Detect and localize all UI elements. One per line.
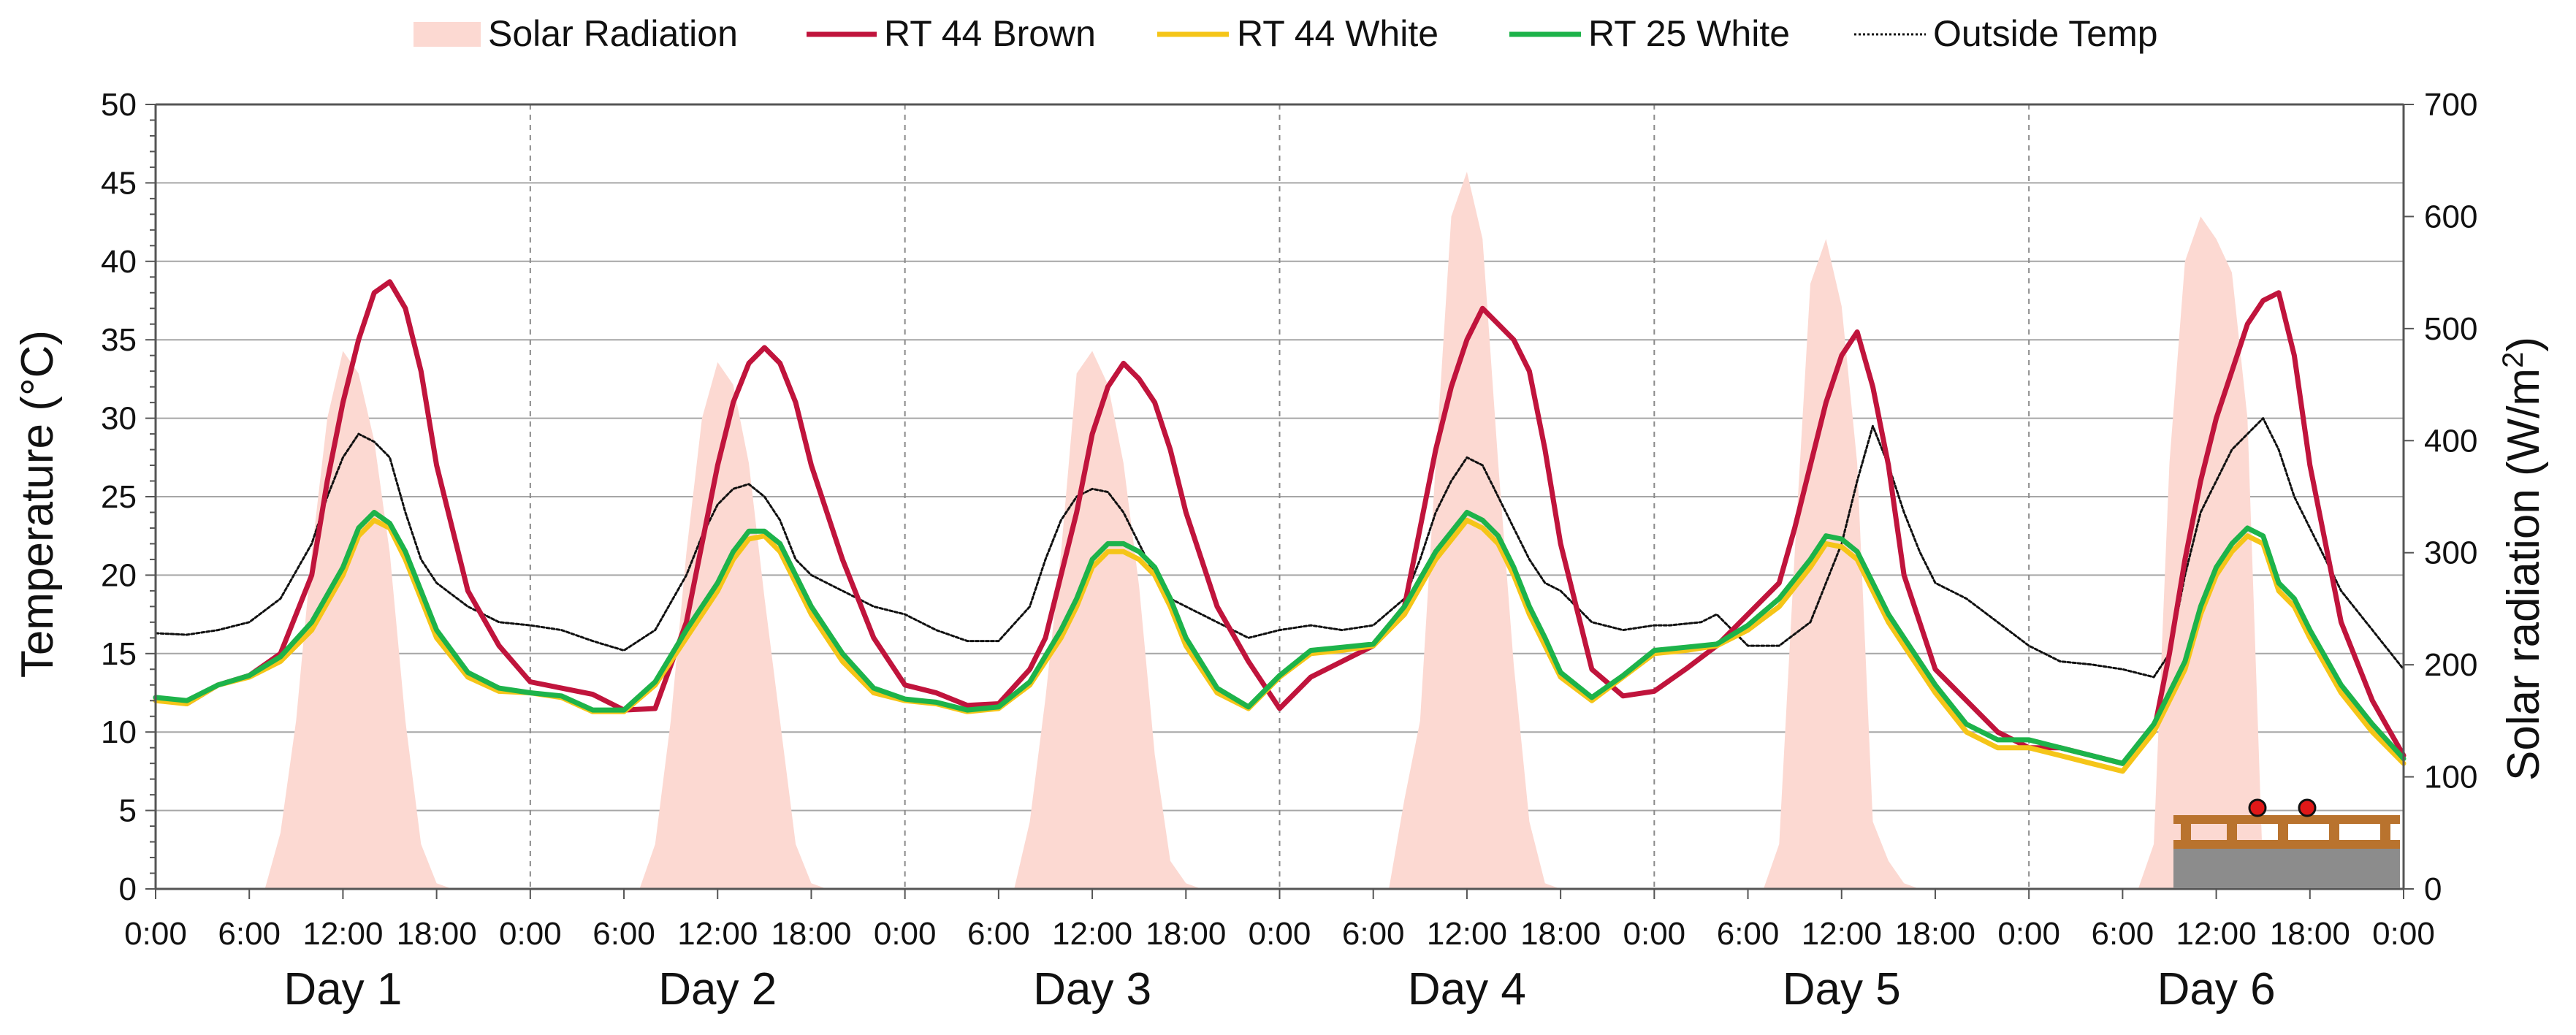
y2-tick-labels: 0 100 200 300 400 500 600 700 bbox=[2424, 87, 2477, 907]
roof-rail-lower bbox=[2173, 840, 2400, 849]
y-tick-label-5: 25 bbox=[101, 479, 137, 515]
x-tick-label-24: 0:00 bbox=[2372, 916, 2435, 952]
y-tick-label-8: 40 bbox=[101, 244, 137, 280]
x-tick-label-10: 12:00 bbox=[1052, 916, 1132, 952]
x-tick-label-15: 18:00 bbox=[1520, 916, 1601, 952]
y-tick-label-0: 0 bbox=[119, 871, 137, 907]
roof-post-1 bbox=[2181, 824, 2191, 840]
roof-deck-icon bbox=[2173, 798, 2400, 888]
day-label-2: Day 2 bbox=[658, 964, 777, 1015]
day-label-5: Day 5 bbox=[1783, 964, 1901, 1015]
legend-swatch-solar-radiation bbox=[414, 22, 481, 47]
y2-tick-label-3: 300 bbox=[2424, 535, 2477, 571]
roof-post-2 bbox=[2227, 824, 2237, 840]
day-label-1: Day 1 bbox=[283, 964, 402, 1015]
sensor-dot-1 bbox=[2248, 798, 2267, 817]
y-tick-label-3: 15 bbox=[101, 636, 137, 672]
x-tick-label-14: 12:00 bbox=[1427, 916, 1507, 952]
x-tick-label-8: 0:00 bbox=[874, 916, 937, 952]
x-tick-label-18: 12:00 bbox=[1802, 916, 1882, 952]
y-tick-label-10: 50 bbox=[101, 87, 137, 123]
y-tick-labels: 0 5 10 15 20 25 30 35 40 45 50 bbox=[101, 87, 137, 907]
y-tick-label-2: 10 bbox=[101, 714, 137, 750]
day-label-3: Day 3 bbox=[1033, 964, 1151, 1015]
y2-tick-label-5: 500 bbox=[2424, 311, 2477, 347]
x-tick-label-6: 12:00 bbox=[677, 916, 758, 952]
series-lines bbox=[153, 279, 2407, 774]
x-tick-label-4: 0:00 bbox=[499, 916, 562, 952]
series-outside-temp bbox=[154, 417, 2405, 679]
roof-rail-upper bbox=[2173, 815, 2400, 824]
y-tick-label-6: 30 bbox=[101, 401, 137, 437]
roof-post-5 bbox=[2380, 824, 2390, 840]
legend-label-rt25-white: RT 25 White bbox=[1588, 13, 1790, 54]
series-rt25-white bbox=[153, 510, 2407, 766]
x-tick-label-17: 6:00 bbox=[1717, 916, 1780, 952]
x-tick-label-5: 6:00 bbox=[592, 916, 655, 952]
y2-tick-label-2: 200 bbox=[2424, 647, 2477, 683]
x-tick-label-1: 6:00 bbox=[218, 916, 281, 952]
x-tick-label-11: 18:00 bbox=[1146, 916, 1226, 952]
x-tick-label-2: 12:00 bbox=[302, 916, 383, 952]
y-axis-title: Temperature (°C) bbox=[12, 330, 63, 678]
legend-label-outside-temp: Outside Temp bbox=[1933, 13, 2158, 54]
axes bbox=[145, 103, 2414, 899]
x-tick-label-19: 18:00 bbox=[1895, 916, 1975, 952]
roof-base bbox=[2173, 847, 2400, 888]
y-tick-label-9: 45 bbox=[101, 165, 137, 201]
day-label-4: Day 4 bbox=[1408, 964, 1526, 1015]
y-tick-label-1: 5 bbox=[119, 793, 137, 829]
roof-post-3 bbox=[2278, 824, 2288, 840]
x-tick-label-13: 6:00 bbox=[1342, 916, 1405, 952]
x-tick-label-12: 0:00 bbox=[1249, 916, 1311, 952]
sensor-dot-2 bbox=[2298, 798, 2317, 817]
roof-post-4 bbox=[2329, 824, 2339, 840]
x-tick-label-21: 6:00 bbox=[2092, 916, 2154, 952]
x-tick-label-0: 0:00 bbox=[124, 916, 187, 952]
legend-label-rt44-brown: RT 44 Brown bbox=[884, 13, 1096, 54]
x-tick-labels: 0:00 6:00 12:00 18:00 0:00 6:00 12:00 18:00 0:00… bbox=[124, 916, 2435, 952]
y2-tick-label-0: 0 bbox=[2424, 871, 2442, 907]
y2-axis-title: Solar radiation (W/m2) bbox=[2497, 337, 2549, 781]
x-tick-label-3: 18:00 bbox=[397, 916, 477, 952]
y2-tick-label-1: 100 bbox=[2424, 760, 2477, 795]
x-tick-label-9: 6:00 bbox=[967, 916, 1030, 952]
x-tick-label-23: 18:00 bbox=[2270, 916, 2350, 952]
x-tick-label-16: 0:00 bbox=[1623, 916, 1686, 952]
y-tick-label-4: 20 bbox=[101, 557, 137, 593]
y2-tick-label-4: 400 bbox=[2424, 423, 2477, 459]
x-tick-label-22: 12:00 bbox=[2176, 916, 2257, 952]
legend-label-rt44-white: RT 44 White bbox=[1237, 13, 1438, 54]
legend-label-solar-radiation: Solar Radiation bbox=[488, 13, 738, 54]
legend: Solar Radiation RT 44 Brown RT 44 White … bbox=[414, 13, 2158, 54]
y2-tick-label-6: 600 bbox=[2424, 199, 2477, 234]
day-labels: Day 1 Day 2 Day 3 Day 4 Day 5 Day 6 bbox=[283, 964, 2275, 1015]
x-tick-label-20: 0:00 bbox=[1997, 916, 2060, 952]
y2-tick-label-7: 700 bbox=[2424, 87, 2477, 123]
x-tick-label-7: 18:00 bbox=[771, 916, 851, 952]
day-label-6: Day 6 bbox=[2157, 964, 2276, 1015]
y-tick-label-7: 35 bbox=[101, 322, 137, 358]
